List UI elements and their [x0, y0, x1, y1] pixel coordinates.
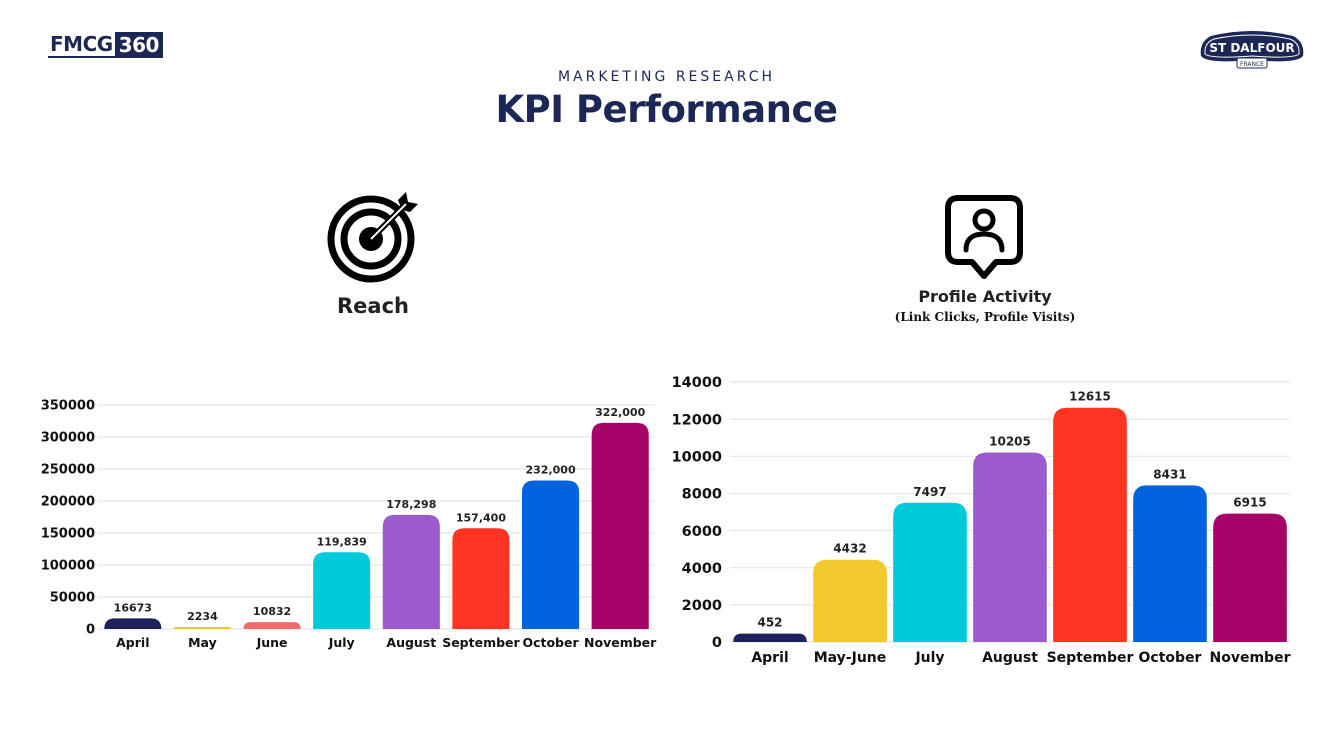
data-label: 16673 [114, 601, 152, 614]
data-label: 6915 [1233, 496, 1266, 510]
data-label: 232,000 [526, 464, 576, 477]
x-tick-label: June [256, 635, 288, 650]
y-tick-label: 300000 [41, 431, 95, 446]
bar [243, 622, 301, 629]
logo-text-st-dalfour: ST DALFOUR [1209, 41, 1294, 55]
y-tick-label: 350000 [41, 399, 95, 414]
logo-text-360: 360 [114, 32, 163, 58]
y-tick-label: 8000 [682, 487, 722, 503]
bar [313, 552, 371, 629]
st-dalfour-logo: ST DALFOUR FRANCE [1200, 31, 1304, 69]
x-tick-label: August [982, 650, 1038, 666]
profile-activity-label: Profile Activity [918, 287, 1052, 306]
y-tick-label: 2000 [682, 598, 722, 614]
bar [104, 618, 162, 629]
x-tick-label: September [1047, 650, 1134, 666]
data-label: 178,298 [386, 498, 436, 511]
target-icon [327, 192, 418, 283]
x-tick-label: August [386, 635, 436, 650]
bar [522, 480, 580, 629]
bar [1133, 485, 1207, 642]
bar [733, 633, 807, 642]
profile-activity-bar-chart: 0 2000 4000 6000 8000 10000 12000 14000 452 April… [672, 375, 1291, 666]
x-tick-label: October [522, 635, 579, 650]
bar [813, 559, 887, 642]
reach-bar-chart: 0 50000 100000 150000 200000 250000 300000 3500… [41, 399, 657, 650]
y-tick-label: 250000 [41, 463, 95, 478]
x-tick-label: May-June [814, 650, 887, 666]
x-tick-label: November [584, 635, 657, 650]
data-label: 452 [757, 616, 782, 630]
data-label: 7497 [913, 485, 946, 499]
y-tick-label: 100000 [41, 559, 95, 574]
y-tick-label: 150000 [41, 527, 95, 542]
logo-text-france: FRANCE [1240, 61, 1264, 68]
y-tick-label: 6000 [682, 524, 722, 540]
bar [382, 514, 440, 629]
y-tick-label: 4000 [682, 561, 722, 577]
bar [1053, 407, 1127, 642]
logo-text-fmcg: FMCG [48, 32, 115, 58]
x-tick-label: October [1139, 650, 1202, 666]
x-tick-label: July [328, 635, 355, 650]
profile-pin-icon [945, 195, 1023, 279]
profile-activity-sublabel: (Link Clicks, Profile Visits) [894, 310, 1076, 324]
data-label: 10205 [989, 434, 1031, 448]
data-label: 12615 [1069, 390, 1111, 404]
data-label: 157,400 [456, 511, 506, 524]
y-tick-label: 12000 [672, 412, 722, 428]
data-label: 8431 [1153, 467, 1186, 481]
reach-label: Reach [337, 294, 409, 318]
bar [973, 452, 1047, 642]
data-label: 4432 [833, 542, 866, 556]
eyebrow-text: MARKETING RESEARCH [557, 69, 776, 85]
fmcg360-logo: FMCG 360 [48, 32, 163, 58]
bar [893, 502, 967, 642]
y-tick-label: 10000 [672, 450, 722, 466]
x-tick-label: April [116, 635, 149, 650]
y-tick-label: 0 [86, 623, 95, 638]
bar [452, 528, 510, 629]
y-tick-label: 200000 [41, 495, 95, 510]
data-label: 10832 [253, 605, 291, 618]
x-tick-label: April [751, 650, 788, 666]
data-label: 322,000 [595, 406, 645, 419]
x-tick-label: September [442, 635, 520, 650]
x-tick-label: November [1210, 650, 1291, 666]
x-tick-label: July [914, 650, 944, 666]
y-tick-label: 0 [712, 635, 722, 651]
bar [1213, 513, 1287, 642]
x-tick-label: May [188, 635, 217, 650]
data-label: 2234 [187, 610, 218, 623]
data-label: 119,839 [317, 535, 367, 548]
bar [173, 627, 231, 629]
bar [591, 422, 649, 629]
page-title: KPI Performance [495, 88, 838, 131]
y-tick-label: 14000 [672, 375, 722, 391]
y-tick-label: 50000 [50, 591, 95, 606]
